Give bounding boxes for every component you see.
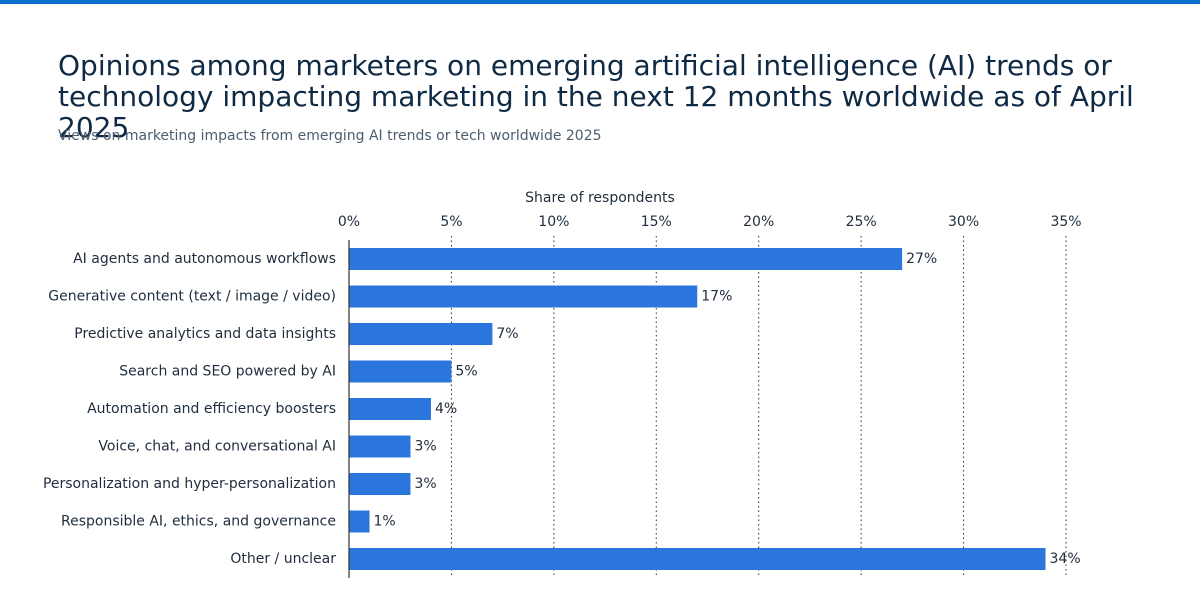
- bar: [349, 473, 411, 495]
- bar: [349, 510, 370, 533]
- bar: [349, 323, 493, 345]
- x-tick-label: 0%: [338, 214, 360, 230]
- value-label: 17%: [701, 289, 732, 305]
- y-tick-label: Personalization and hyper-personalizatio…: [43, 476, 336, 492]
- value-label: 27%: [906, 251, 937, 267]
- value-label: 3%: [414, 439, 436, 455]
- value-label: 34%: [1050, 551, 1081, 567]
- x-tick-label: 25%: [846, 214, 877, 230]
- x-tick-label: 5%: [440, 214, 462, 230]
- y-tick-label: AI agents and autonomous workflows: [73, 251, 336, 267]
- value-label: 7%: [496, 326, 518, 342]
- x-tick-label: 15%: [641, 214, 672, 230]
- y-tick-label: Predictive analytics and data insights: [74, 326, 336, 342]
- x-tick-label: 20%: [743, 214, 774, 230]
- x-tick-label: 35%: [1050, 214, 1081, 230]
- bar: [349, 435, 411, 458]
- y-tick-label: Voice, chat, and conversational AI: [98, 439, 336, 455]
- value-label: 5%: [455, 364, 477, 380]
- x-axis-label: Share of respondents: [525, 190, 675, 206]
- y-tick-label: Search and SEO powered by AI: [119, 364, 336, 380]
- chart-subtitle: Views on marketing impacts from emerging…: [58, 128, 602, 144]
- bar: [349, 248, 903, 270]
- x-tick-label: 10%: [538, 214, 569, 230]
- y-tick-label: Automation and efficiency boosters: [87, 401, 336, 417]
- bar: [349, 398, 431, 420]
- top-bar: [0, 0, 1200, 4]
- bar: [349, 360, 452, 383]
- bar: [349, 548, 1046, 570]
- value-label: 1%: [373, 514, 395, 530]
- y-tick-label: Responsible AI, ethics, and governance: [61, 514, 336, 530]
- value-label: 4%: [435, 401, 457, 417]
- value-label: 3%: [414, 476, 436, 492]
- y-tick-label: Other / unclear: [230, 551, 336, 567]
- x-tick-label: 30%: [948, 214, 979, 230]
- chart-title: Opinions among marketers on emerging art…: [58, 49, 1134, 144]
- bar: [349, 285, 698, 308]
- y-tick-label: Generative content (text / image / video…: [48, 289, 336, 305]
